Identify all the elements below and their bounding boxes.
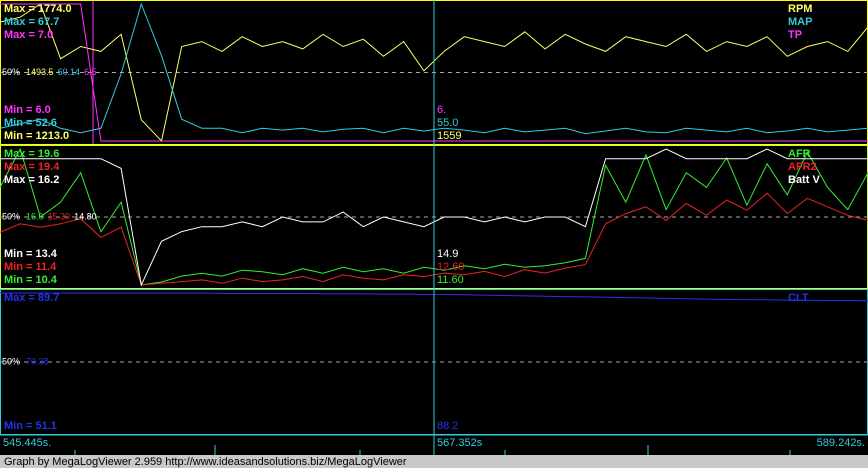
mid-value: 1493.5 (26, 67, 54, 77)
cursor-value: 88.2 (437, 420, 458, 432)
time-start: 545.445s. (3, 437, 51, 449)
trace-name: Batt V (788, 174, 820, 186)
trace-name: AFR (788, 148, 811, 160)
max-label: Max = 19.4 (4, 161, 60, 173)
fifty-label: 50% (2, 211, 20, 221)
max-label: Max = 67.7 (4, 16, 59, 28)
time-cursor: 567.352s (437, 437, 483, 449)
min-label: Min = 10.4 (4, 274, 58, 286)
cursor-value: 11.60 (437, 274, 464, 286)
max-label: Max = 16.2 (4, 174, 59, 186)
cursor-value: 12.60 (437, 261, 465, 273)
timeline-ticks (74, 445, 791, 455)
trace-name: RPM (788, 3, 812, 15)
cursor-value: 6. (437, 104, 446, 116)
trace-name: AFR2 (788, 161, 817, 173)
min-label: Min = 51.1 (4, 420, 57, 432)
min-label: Min = 1213.0 (4, 130, 69, 142)
trace-name: MAP (788, 16, 812, 28)
mid-value: 60.14 (58, 67, 81, 77)
mid-value: 14.80 (74, 211, 97, 221)
max-label: Max = 19.6 (4, 148, 59, 160)
cursor-value: 14.9 (437, 248, 458, 260)
min-label: Min = 52.6 (4, 117, 57, 129)
min-label: Min = 13.4 (4, 248, 58, 260)
max-label: Max = 89.7 (4, 292, 59, 304)
footer-bar (0, 455, 868, 468)
mid-value: 16.0 (26, 211, 44, 221)
trace-name: TP (788, 29, 802, 41)
max-label: Max = 1774.0 (4, 3, 72, 15)
mid-value: 70.38 (26, 356, 49, 366)
mid-value: 15.30 (48, 211, 71, 221)
min-label: Min = 11.4 (4, 261, 57, 273)
time-end: 589.242s. (817, 437, 865, 449)
footer: Graph by MegaLogViewer 2.959 http://www.… (4, 456, 407, 468)
trace-name: CLT (788, 292, 809, 304)
cursor-value: 55.0 (437, 117, 458, 129)
mid-value: 6.5 (84, 67, 97, 77)
max-label: Max = 7.0 (4, 29, 53, 41)
fifty-label: 50% (2, 356, 20, 366)
min-label: Min = 6.0 (4, 104, 51, 116)
cursor-value: 1559 (437, 130, 461, 142)
fifty-label: 50% (2, 67, 20, 77)
